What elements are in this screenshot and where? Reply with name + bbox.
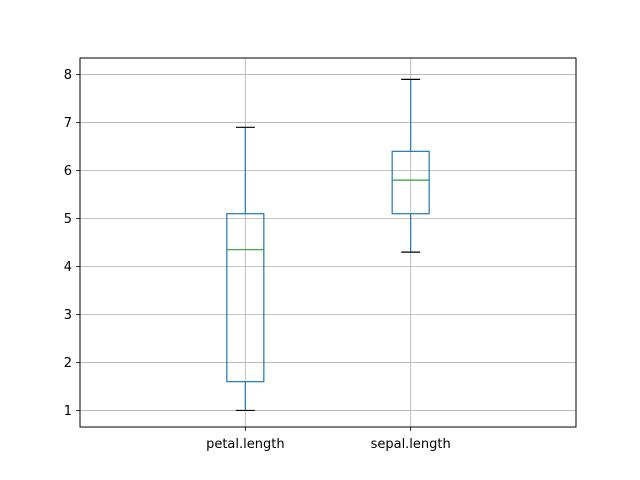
y-tick-label: 4	[64, 260, 72, 275]
y-tick-label: 5	[64, 212, 72, 227]
box-iqr	[226, 213, 265, 383]
x-tick-label: petal.length	[206, 437, 285, 452]
y-tick-label: 7	[64, 116, 72, 131]
y-tick-label: 6	[64, 164, 72, 179]
box-iqr	[391, 150, 430, 215]
y-tick-label: 1	[64, 404, 72, 419]
y-tick-label: 2	[64, 356, 72, 371]
y-tick-label: 8	[64, 68, 72, 83]
axis-layer: 1 2 3 4 5 6 7 8 petal.length sepal.length	[64, 68, 451, 452]
y-tick-label: 3	[64, 308, 72, 323]
grid-layer	[80, 58, 576, 427]
box-layer	[226, 78, 430, 412]
x-tick-label: sepal.length	[371, 437, 451, 452]
plot-area-frame	[79, 57, 577, 428]
